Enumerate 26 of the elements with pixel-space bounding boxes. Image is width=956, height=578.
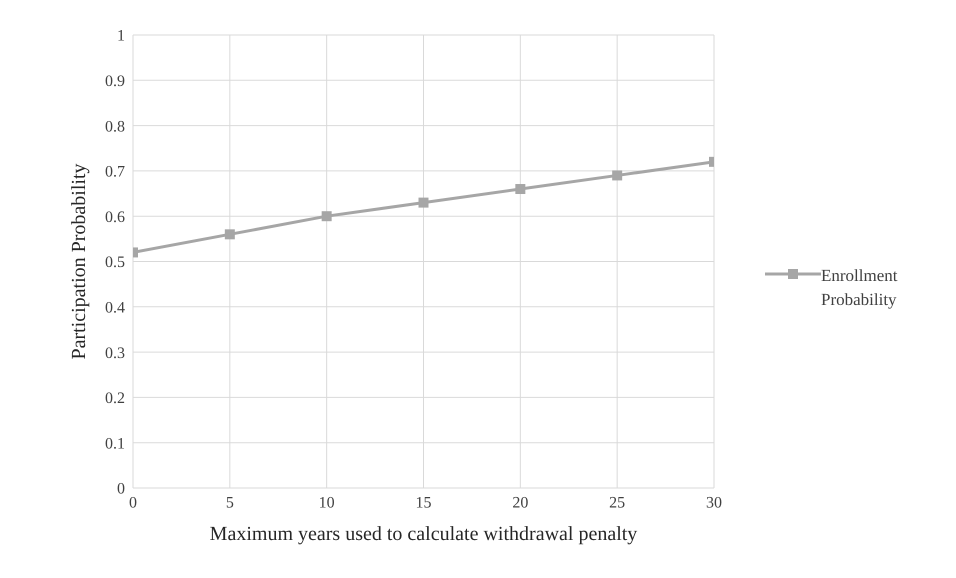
point (322, 211, 332, 222)
y-tick-label: 0.3 (105, 344, 125, 362)
x-tick-label: 0 (129, 494, 137, 512)
point (612, 170, 622, 180)
x-tick-label: 25 (609, 494, 626, 512)
y-tick-label: 0.6 (105, 208, 125, 226)
y-tick-label: 0.8 (105, 118, 125, 136)
y-tick-label: 0.4 (105, 299, 125, 316)
y-tick-label: 0.2 (105, 390, 125, 408)
point (418, 198, 428, 208)
y-tick-label: 0.7 (105, 164, 125, 181)
y-tick-label: 0 (117, 480, 125, 498)
y-tick-label: 1 (117, 28, 125, 45)
x-tick-label: 10 (318, 494, 335, 512)
x-tick-label: 30 (706, 494, 722, 512)
x-axis-title: Maximum years used to calculate withdrawal penalty (210, 523, 638, 545)
y-tick-label: 0.5 (105, 254, 125, 272)
legend-label: Enrollment Probability (821, 265, 898, 311)
y-axis-title: Participation Probability (68, 163, 90, 360)
point (224, 229, 235, 240)
x-tick-label: 20 (512, 494, 528, 512)
point (515, 184, 526, 194)
y-tick-label: 0.9 (105, 72, 125, 90)
y-tick-label: 0.1 (105, 435, 125, 452)
x-tick-label: 5 (226, 494, 234, 512)
x-tick-label: 15 (416, 494, 432, 512)
